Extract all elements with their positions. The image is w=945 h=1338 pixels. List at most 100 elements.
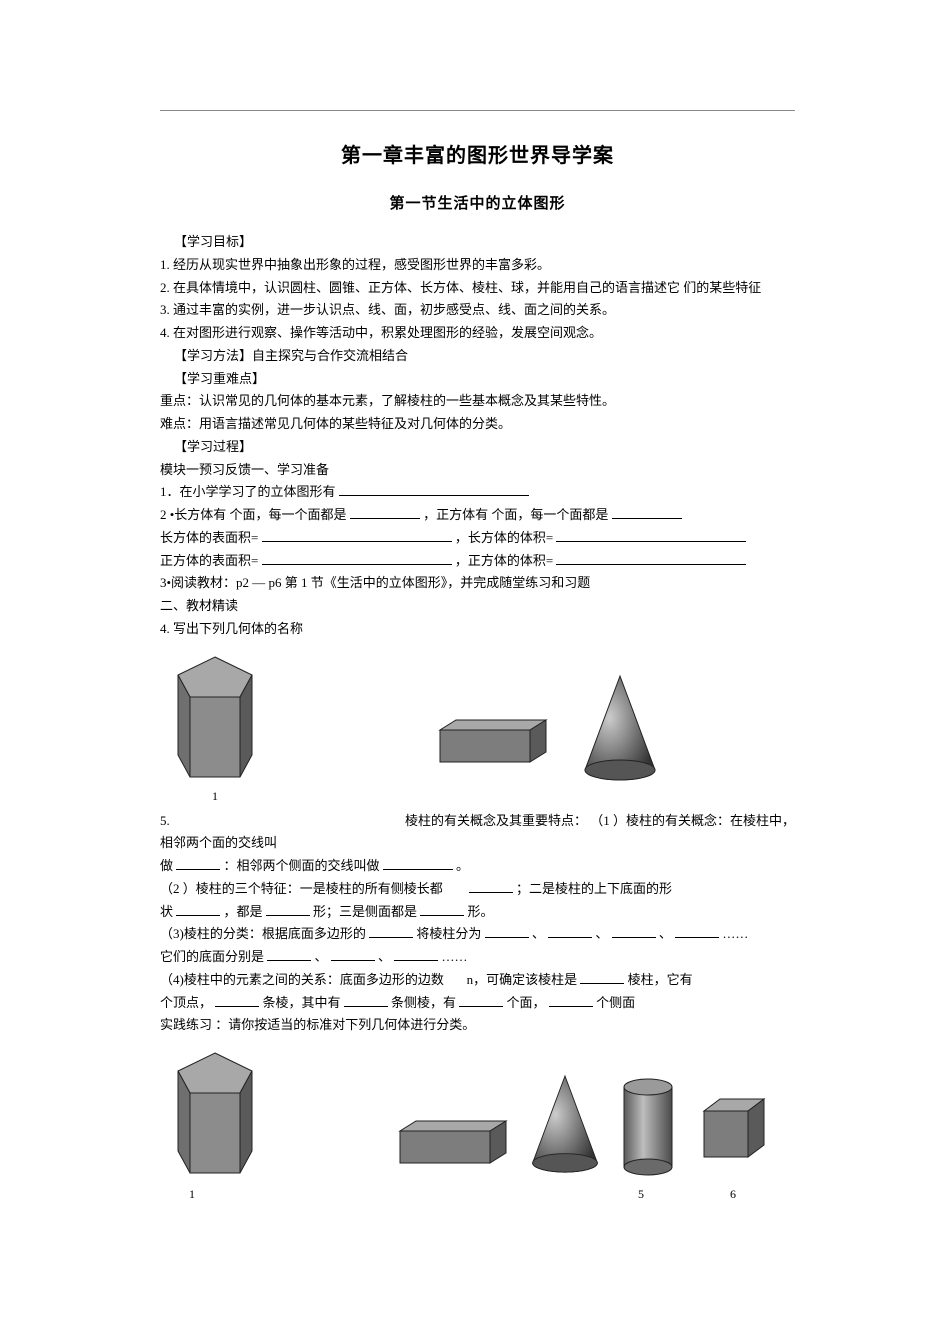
page-subtitle: 第一节生活中的立体图形 <box>160 192 795 213</box>
blank <box>331 947 375 961</box>
blank <box>215 992 259 1006</box>
process-heading: 【学习过程】 <box>174 436 795 459</box>
blank <box>394 947 438 961</box>
q5-2-line: （2 ）棱柱的三个特征：一是棱柱的所有侧棱长都 ；二是棱柱的上下底面的形 <box>160 878 795 901</box>
shapes-row-1: 1 <box>170 655 795 804</box>
blank <box>420 901 464 915</box>
q5a-text: 棱柱的有关概念及其重要特点： （1 ）棱柱的有关概念：在棱柱中， <box>405 813 795 828</box>
blank <box>612 505 682 519</box>
blank <box>344 992 388 1006</box>
cube-icon <box>698 1095 772 1165</box>
blank <box>549 992 593 1006</box>
shape-label-1: 1 <box>212 789 218 804</box>
objective-4: 4. 在对图形进行观察、操作等活动中，积累处理图形的经验，发展空间观念。 <box>160 322 795 345</box>
cylinder-icon <box>620 1077 676 1177</box>
blank <box>262 550 452 564</box>
q5-3j: …… <box>442 949 468 964</box>
shapes-row-2 <box>170 1051 795 1181</box>
objective-1: 1. 经历从现实世界中抽象出形象的过程，感受图形世界的丰富多彩。 <box>160 254 795 277</box>
blank <box>369 924 413 938</box>
q5-3g-line: 它们的底面分别是 、 、 …… <box>160 946 795 969</box>
q5-4f: 条侧棱，有 <box>391 995 456 1010</box>
cuboid-icon <box>430 718 550 768</box>
blank <box>675 924 719 938</box>
q5-4d-line: 个顶点， 条棱，其中有 条侧棱，有 个面， 个侧面 <box>160 992 795 1015</box>
q5-3g: 它们的底面分别是 <box>160 949 264 964</box>
q5-4e: 条棱，其中有 <box>263 995 341 1010</box>
q5b-line: 相邻两个面的交线叫 <box>160 832 795 855</box>
q5-4d: 个顶点， <box>160 995 212 1010</box>
q2-line-d: 正方体的表面积= ，正方体的体积= <box>160 550 795 573</box>
blank <box>176 856 220 870</box>
q5-3i: 、 <box>378 949 391 964</box>
blank <box>469 878 513 892</box>
q5-3a: （3)棱柱的分类：根据底面多边形的 <box>160 926 366 941</box>
q5-3e: 、 <box>659 926 672 941</box>
pentagonal-prism-icon <box>170 1051 260 1181</box>
blank <box>556 527 746 541</box>
q5-3c: 、 <box>532 926 545 941</box>
q5-3d: 、 <box>595 926 608 941</box>
q5-3b: 将棱柱分为 <box>416 926 481 941</box>
pentagonal-prism-icon <box>170 655 260 785</box>
q5-3-line: （3)棱柱的分类：根据底面多边形的 将棱柱分为 、 、 、 …… <box>160 923 795 946</box>
q5c1: 做 <box>160 858 173 873</box>
bottom-label-1: 1 <box>170 1187 214 1202</box>
bottom-label-5: 5 <box>619 1187 663 1202</box>
blank <box>262 527 452 541</box>
shape2-cuboid-col <box>390 1119 510 1169</box>
q5-4a: （4)棱柱中的元素之间的关系：底面多边形的边数 <box>160 972 444 987</box>
blank <box>339 482 529 496</box>
shape2-prism-col <box>170 1051 260 1181</box>
objective-3: 3. 通过丰富的实例，进一步认识点、线、面，初步感受点、线、面之间的关系。 <box>160 299 795 322</box>
blank <box>580 969 624 983</box>
q2c2-text: ，长方体的体积= <box>455 530 553 545</box>
shape-prism-col: 1 <box>170 655 260 804</box>
blank <box>548 924 592 938</box>
shape2-cone-col <box>528 1073 602 1177</box>
shape-cone-col <box>580 674 660 784</box>
hardpoint-line: 难点：用语言描述常见几何体的某些特征及对几何体的分类。 <box>160 413 795 436</box>
module1-line: 模块一预习反馈一、学习准备 <box>160 459 795 482</box>
q5-3h: 、 <box>315 949 328 964</box>
diffkey-heading: 【学习重难点】 <box>174 368 795 391</box>
q2-line-c: 长方体的表面积= ，长方体的体积= <box>160 527 795 550</box>
q5-2c3: 形；三是侧面都是 <box>313 904 417 919</box>
top-rule <box>160 110 795 111</box>
blank <box>266 901 310 915</box>
q2a-text: 2 •长方体有 个面，每一个面都是 <box>160 507 347 522</box>
q4-line: 4. 写出下列几何体的名称 <box>160 618 795 641</box>
cone-icon <box>528 1073 602 1177</box>
q3-line: 3•阅读教材：p2 — p6 第 1 节《生活中的立体图形》，并完成随堂练习和习… <box>160 572 795 595</box>
bottom-labels: 1 5 6 <box>170 1187 795 1202</box>
q5-row: 5. 棱柱的有关概念及其重要特点： （1 ）棱柱的有关概念：在棱柱中， <box>160 810 795 833</box>
shape-cuboid-col <box>430 718 550 768</box>
cone-icon <box>580 674 660 784</box>
q5-4h: 个侧面 <box>596 995 635 1010</box>
q5-4c: 棱柱，它有 <box>628 972 693 987</box>
blank <box>556 550 746 564</box>
q5-4-line: （4)棱柱中的元素之间的关系：底面多边形的边数 n，可确定该棱柱是 棱柱，它有 <box>160 969 795 992</box>
q5-4g: 个面， <box>507 995 546 1010</box>
q5c3: 。 <box>456 858 469 873</box>
q1-text: 1．在小学学习了的立体图形有 <box>160 484 336 499</box>
q5c2: ：相邻两个侧面的交线叫做 <box>224 858 380 873</box>
q5-2a: （2 ）棱柱的三个特征：一是棱柱的所有侧棱长都 <box>160 881 443 896</box>
q2-line-a: 2 •长方体有 个面，每一个面都是 ，正方体有 个面，每一个面都是 <box>160 504 795 527</box>
q5-4b: n，可确定该棱柱是 <box>467 972 578 987</box>
method-heading: 【学习方法】自主探究与合作交流相结合 <box>174 345 795 368</box>
q5-first-line: 棱柱的有关概念及其重要特点： （1 ）棱柱的有关概念：在棱柱中， <box>178 810 795 833</box>
q5-num: 5. <box>160 810 170 833</box>
shape2-cube-col <box>698 1095 772 1165</box>
shape2-cylinder-col <box>620 1077 676 1177</box>
q2c1-text: 长方体的表面积= <box>160 530 258 545</box>
practice-line: 实践练习 ：请你按适当的标准对下列几何体进行分类。 <box>160 1014 795 1037</box>
blank <box>612 924 656 938</box>
blank <box>485 924 529 938</box>
q2b-text: ，正方体有 个面，每一个面都是 <box>423 507 608 522</box>
q2d2-text: ，正方体的体积= <box>455 553 553 568</box>
objective-2: 2. 在具体情境中，认识圆柱、圆锥、正方体、长方体、棱柱、球，并能用自己的语言描… <box>160 277 795 300</box>
objective-heading: 【学习目标】 <box>174 231 795 254</box>
q5-2b: ；二是棱柱的上下底面的形 <box>516 881 672 896</box>
q5c-line: 做 ：相邻两个侧面的交线叫做 。 <box>160 855 795 878</box>
